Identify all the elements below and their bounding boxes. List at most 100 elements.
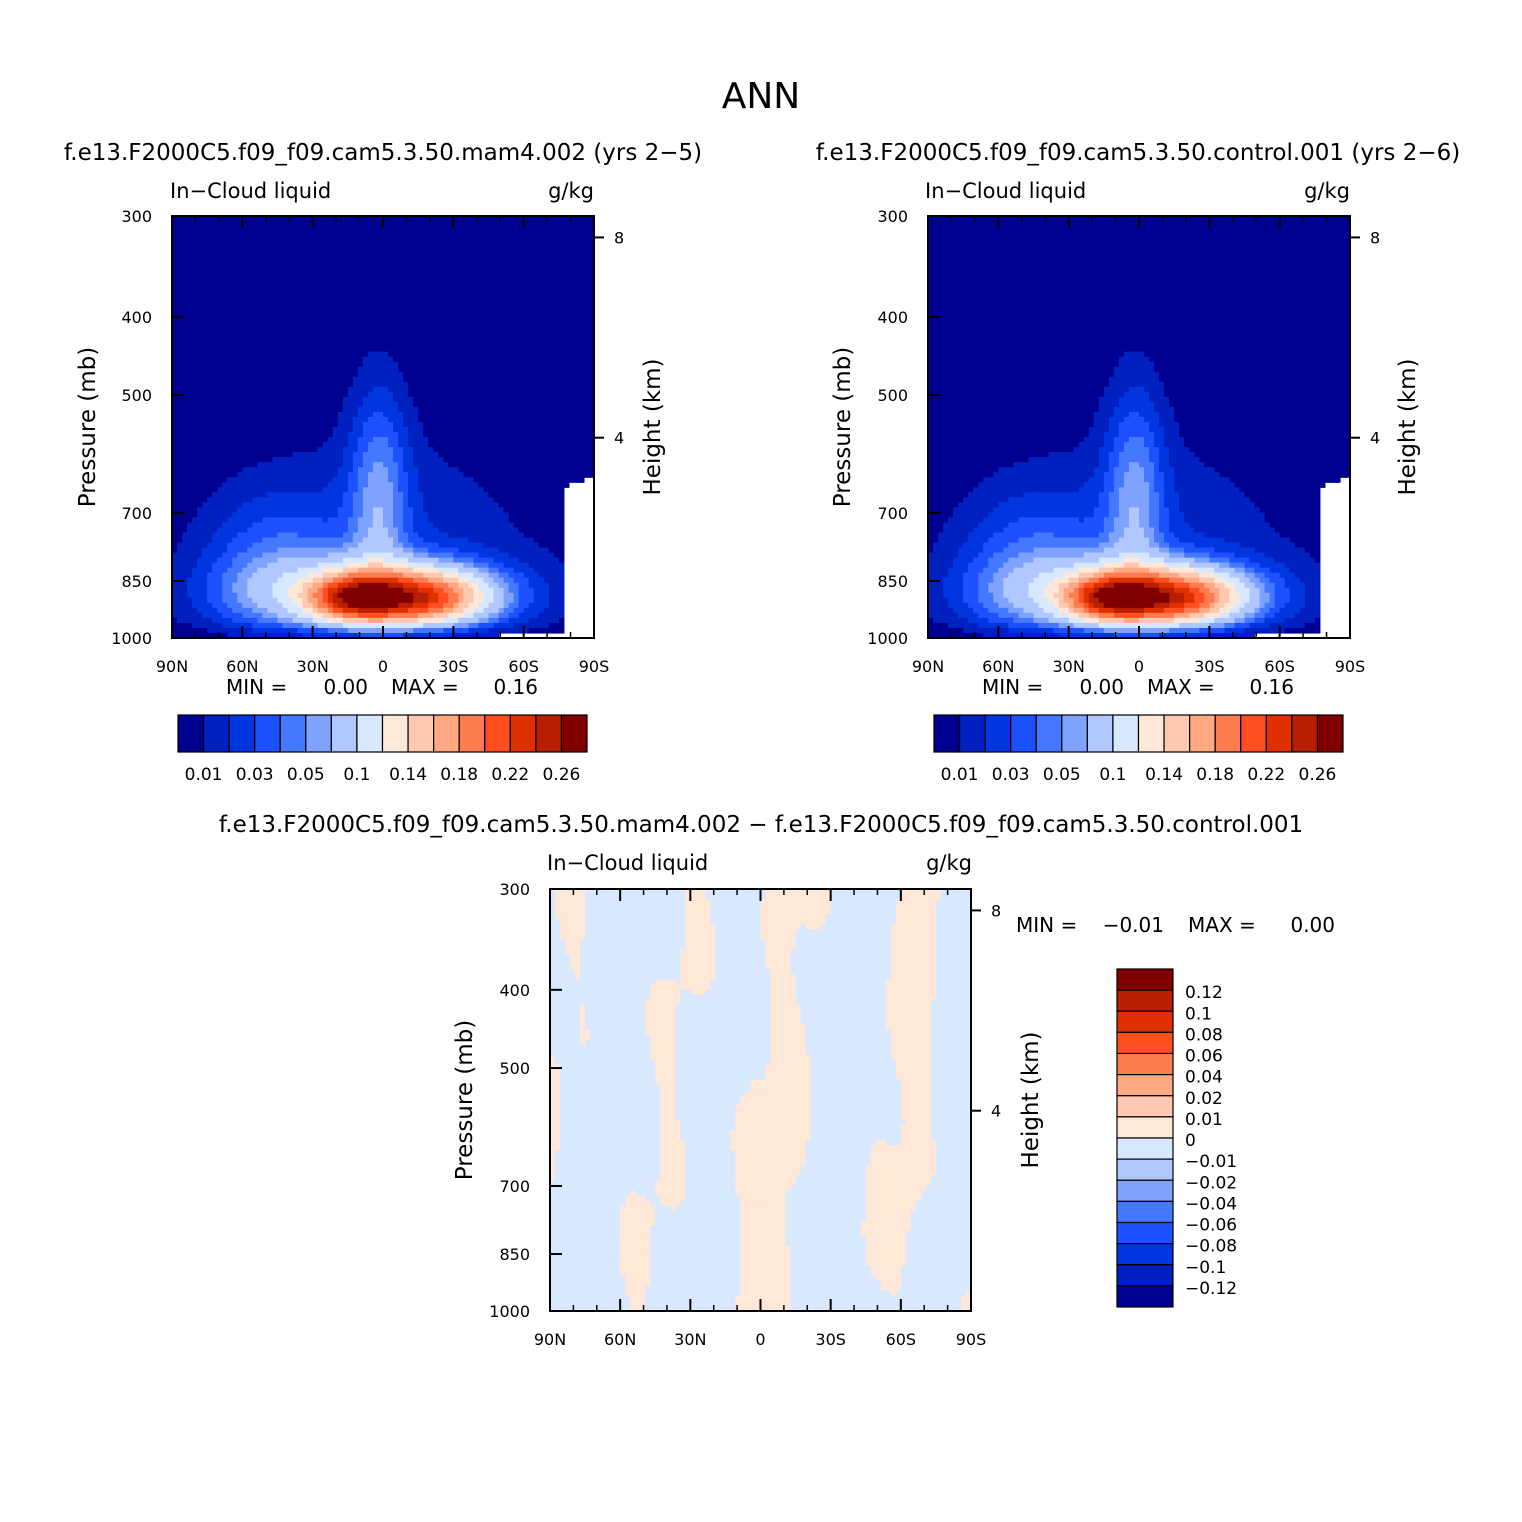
panel-1-cell bbox=[357, 401, 364, 408]
panel-1-cell bbox=[187, 401, 193, 408]
panel-1-cell bbox=[403, 442, 409, 448]
panel-1-cell bbox=[538, 497, 545, 503]
panel-1-cell bbox=[297, 241, 304, 247]
panel-1-cell bbox=[247, 381, 253, 388]
panel-1-cell bbox=[177, 442, 183, 448]
panel-1-cell bbox=[187, 442, 193, 448]
panel-1-cell bbox=[187, 251, 193, 257]
panel-1-cell bbox=[388, 351, 394, 358]
panel-1-cell bbox=[583, 467, 590, 473]
panel-1-cell bbox=[247, 291, 253, 297]
panel-1-cell bbox=[182, 452, 188, 458]
panel-1-cell bbox=[443, 266, 449, 272]
panel-1-cell bbox=[327, 351, 334, 358]
panel-1-cell bbox=[342, 346, 349, 353]
panel-1-cell bbox=[463, 251, 469, 257]
panel-1-cell bbox=[357, 261, 364, 267]
panel-1-cell bbox=[543, 266, 550, 272]
panel-1-cell bbox=[342, 341, 349, 348]
panel-1-cell bbox=[202, 487, 208, 493]
panel-1-cell bbox=[408, 236, 414, 242]
panel-1-cell bbox=[388, 326, 394, 333]
panel-1-cell bbox=[267, 256, 274, 262]
panel-1-cell bbox=[342, 256, 349, 262]
panel-1-cell bbox=[578, 281, 585, 287]
panel-1-cell bbox=[227, 477, 233, 483]
panel-1-cell bbox=[302, 336, 309, 343]
panel-1-cell bbox=[523, 391, 530, 398]
panel-1-cell bbox=[403, 447, 409, 453]
panel-1-cell bbox=[182, 326, 188, 333]
panel-1-cell bbox=[398, 281, 404, 287]
panel-1-cell bbox=[383, 296, 389, 302]
panel-1-cell bbox=[458, 256, 464, 262]
panel-1-cell bbox=[177, 251, 183, 257]
panel-1-cell bbox=[503, 371, 510, 378]
panel-1-cell bbox=[292, 236, 299, 242]
panel-1-cell bbox=[583, 266, 590, 272]
panel-1-cell bbox=[212, 331, 218, 338]
panel-1-cell bbox=[518, 361, 525, 368]
panel-1-cell bbox=[518, 351, 525, 358]
panel-1-cell bbox=[583, 316, 590, 323]
panel-1-cell bbox=[282, 346, 289, 353]
panel-1-cell bbox=[282, 421, 289, 428]
panel-1-cell bbox=[573, 246, 580, 252]
panel-1-cell bbox=[277, 331, 284, 338]
panel-1-cell bbox=[332, 291, 339, 297]
panel-1-cell bbox=[458, 391, 464, 398]
panel-1-cell bbox=[357, 507, 364, 513]
panel-1-cell bbox=[237, 251, 243, 257]
panel-1-cell bbox=[488, 406, 495, 413]
panel-1-cell bbox=[478, 442, 485, 448]
panel-1-cell bbox=[478, 457, 485, 463]
panel-1-cell bbox=[362, 467, 369, 473]
panel-1-cell bbox=[453, 512, 459, 519]
panel-1-cell bbox=[453, 276, 459, 282]
panel-1-cell bbox=[498, 462, 505, 468]
panel-1-cell bbox=[197, 256, 203, 262]
panel-1-cell bbox=[317, 396, 324, 403]
panel-1-cell bbox=[367, 467, 374, 473]
panel-1-cell bbox=[453, 281, 459, 287]
panel-1-cell bbox=[423, 416, 429, 423]
panel-1-cell bbox=[202, 411, 208, 418]
panel-1-cell bbox=[342, 507, 349, 513]
panel-1-cell bbox=[277, 231, 284, 237]
panel-1-cell bbox=[357, 306, 364, 313]
panel-1-cell bbox=[528, 266, 535, 272]
panel-1-cell bbox=[277, 467, 284, 473]
panel-1-cell bbox=[192, 487, 198, 493]
panel-1-cell bbox=[398, 326, 404, 333]
panel-1-cell bbox=[428, 492, 434, 498]
panel-1-cell bbox=[237, 301, 243, 308]
panel-1-cell bbox=[352, 502, 359, 508]
panel-1-cell bbox=[568, 447, 575, 453]
panel-1-cell bbox=[327, 221, 334, 227]
panel-1-cell bbox=[242, 366, 248, 373]
panel-1-cell bbox=[357, 462, 364, 468]
panel-1-cell bbox=[508, 226, 515, 232]
panel-1-cell bbox=[423, 281, 429, 287]
panel-1-cell bbox=[327, 437, 334, 443]
panel-1-cell bbox=[252, 376, 258, 383]
panel-1-cell bbox=[227, 311, 233, 318]
panel-1-cell bbox=[367, 376, 374, 383]
panel-1-cell bbox=[197, 301, 203, 308]
panel-1-cell bbox=[473, 271, 480, 277]
panel-1-cell bbox=[187, 246, 193, 252]
panel-1-cell bbox=[367, 266, 374, 272]
panel-1-cell bbox=[413, 477, 419, 483]
panel-1-cell bbox=[347, 492, 354, 498]
panel-1-cell bbox=[513, 236, 520, 242]
panel-1-cell bbox=[222, 341, 228, 348]
panel-1-cell bbox=[523, 386, 530, 393]
panel-1-cell bbox=[578, 336, 585, 343]
panel-1-cell bbox=[352, 472, 359, 478]
panel-1-cell bbox=[247, 452, 253, 458]
panel-1-cell bbox=[433, 416, 439, 423]
panel-1-cell bbox=[498, 421, 505, 428]
panel-1-cell bbox=[182, 296, 188, 302]
panel-1-cell bbox=[558, 401, 565, 408]
panel-1-cell bbox=[498, 226, 505, 232]
